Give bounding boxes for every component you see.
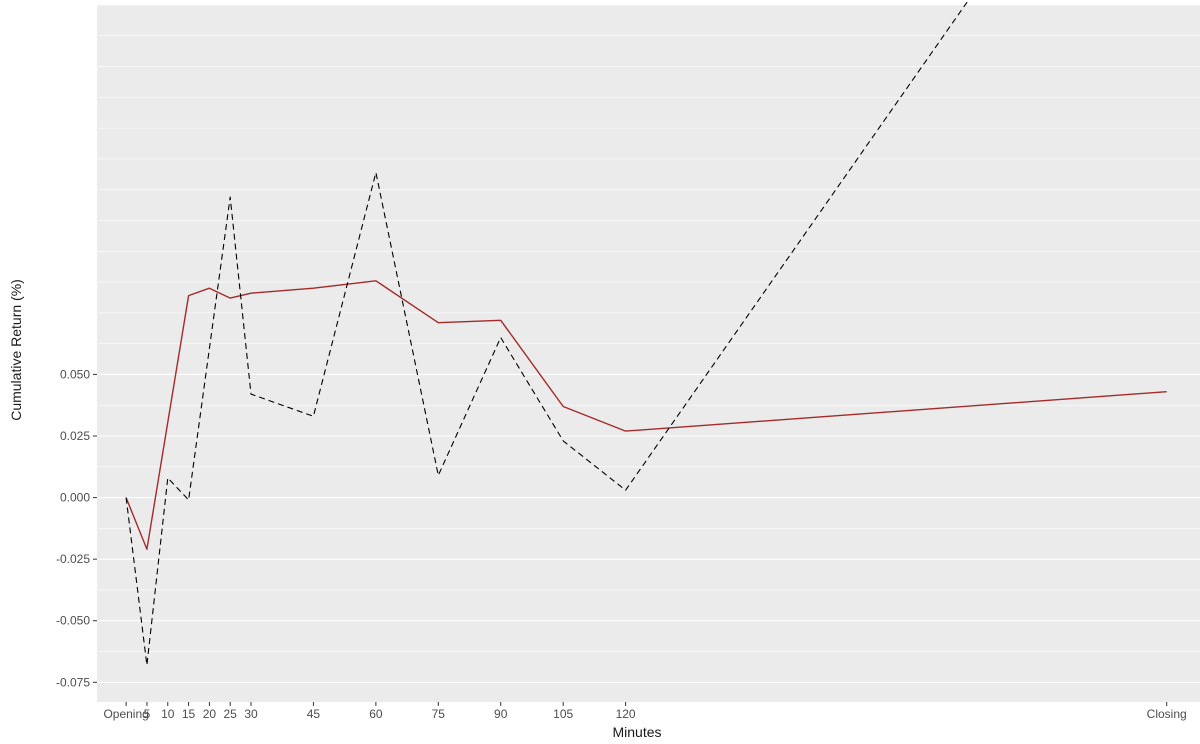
x-axis-title: Minutes [612, 724, 661, 740]
x-tick-label: 90 [494, 707, 508, 721]
x-tick-label: 5 [144, 707, 151, 721]
grid-layer [97, 4, 1200, 683]
x-tick-label: 10 [161, 707, 175, 721]
x-tick-label: 75 [432, 707, 446, 721]
x-tick-label: 105 [553, 707, 573, 721]
y-tick-label: 0.025 [60, 429, 90, 443]
y-axis-title: Cumulative Return (%) [8, 279, 24, 421]
plot-panel [97, 5, 1200, 702]
y-tick-label: -0.075 [56, 675, 90, 689]
tick-layer: -0.075 -0.050 -0.025 0.000 0.025 0.050 Opening… [56, 367, 1187, 721]
x-tick-label: 25 [224, 707, 238, 721]
series-line-dashed [125, 0, 970, 666]
y-tick-label: 0.000 [60, 491, 90, 505]
x-tick-label: 120 [616, 707, 636, 721]
x-tick-label: 30 [244, 707, 258, 721]
label-layer: Minutes Cumulative Return (%) [8, 279, 662, 740]
y-tick-label: -0.025 [56, 552, 90, 566]
x-tick-label: 20 [203, 707, 217, 721]
x-tick-label: 15 [182, 707, 196, 721]
series-layer [125, 0, 1167, 666]
x-tick-label: 60 [369, 707, 383, 721]
x-tick-label: Opening [103, 707, 148, 721]
x-tick-label: 45 [307, 707, 321, 721]
series-line-solid [125, 280, 1167, 550]
x-tick-label: Closing [1147, 707, 1187, 721]
y-tick-label: 0.050 [60, 367, 90, 381]
y-tick-label: -0.050 [56, 614, 90, 628]
